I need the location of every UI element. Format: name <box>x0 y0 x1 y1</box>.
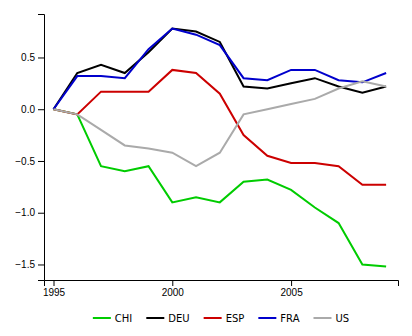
series-line <box>54 81 387 166</box>
y-tick-mark <box>38 109 44 110</box>
lines <box>54 28 387 266</box>
legend-label: FRA <box>280 313 299 324</box>
legend-item: CHI <box>93 313 132 324</box>
x-tick-mark <box>172 280 173 286</box>
series-line <box>54 28 387 109</box>
x-tick-label: 1995 <box>43 287 66 298</box>
legend-item: FRA <box>258 313 299 324</box>
y-tick: 0.5 <box>21 52 44 63</box>
y-tick-mark <box>38 161 44 162</box>
x-tick: 2005 <box>280 280 303 298</box>
y-tick-mark <box>38 57 44 58</box>
legend-label: ESP <box>226 313 245 324</box>
x-axis: 1995 2000 2005 <box>43 280 399 298</box>
y-tick-label: −0.5 <box>15 156 35 167</box>
x-tick-label: 2005 <box>280 287 303 298</box>
y-tick: −1.0 <box>15 207 44 218</box>
series-line <box>54 109 387 266</box>
legend-swatch <box>146 317 164 319</box>
series-line <box>54 28 387 109</box>
x-tick: 1995 <box>43 280 66 298</box>
y-tick: −0.5 <box>15 156 44 167</box>
x-tick: 2000 <box>162 280 185 298</box>
legend-item: ESP <box>204 313 245 324</box>
legend-label: CHI <box>115 313 132 324</box>
legend: CHI DEU ESP FRA US <box>93 313 349 324</box>
y-tick-mark <box>38 213 44 214</box>
y-axis-line <box>38 15 45 281</box>
y-tick: −1.5 <box>15 259 44 270</box>
y-tick-label: −1.0 <box>15 207 35 218</box>
legend-item: DEU <box>146 313 189 324</box>
y-axis: −1.5 −1.0 −0.5 0.0 0.5 <box>15 15 44 281</box>
x-tick-mark <box>291 280 292 286</box>
legend-label: US <box>335 313 349 324</box>
chart: 1995 2000 2005 −1.5 −1.0 −0.5 0.0 0.5 CHI DEU ESP F… <box>0 0 412 336</box>
legend-swatch <box>313 317 331 319</box>
legend-swatch <box>204 317 222 319</box>
x-tick-mark <box>54 280 55 286</box>
x-axis-line <box>45 281 399 287</box>
y-tick-label: 0.0 <box>21 104 35 115</box>
y-tick-label: −1.5 <box>15 259 35 270</box>
x-tick-label: 2000 <box>162 287 185 298</box>
plot-area: 1995 2000 2005 −1.5 −1.0 −0.5 0.0 0.5 <box>15 15 398 299</box>
y-tick-mark <box>38 264 44 265</box>
y-tick-label: 0.5 <box>21 52 35 63</box>
legend-swatch <box>93 317 111 319</box>
legend-label: DEU <box>168 313 189 324</box>
legend-swatch <box>258 317 276 319</box>
y-tick: 0.0 <box>21 104 44 115</box>
series-line <box>54 70 387 185</box>
legend-item: US <box>313 313 349 324</box>
